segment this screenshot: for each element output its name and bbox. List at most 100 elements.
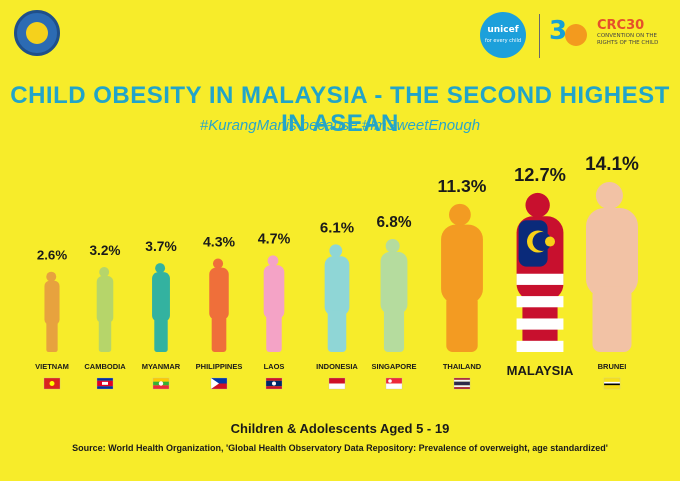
value-label: 4.3% bbox=[203, 233, 236, 249]
figure-laos bbox=[263, 255, 285, 352]
category-label: SINGAPORE bbox=[371, 362, 416, 371]
flag-band bbox=[153, 378, 169, 382]
crc30-logo: CRC30 CONVENTION ON THE RIGHTS OF THE CH… bbox=[597, 18, 667, 47]
figure-singapore bbox=[380, 238, 408, 352]
flag-band bbox=[454, 385, 470, 388]
flag-band bbox=[97, 378, 113, 381]
category-label: CAMBODIA bbox=[84, 362, 126, 371]
flag-cambodia-icon bbox=[96, 377, 114, 390]
chart-title: CHILD OBESITY IN MALAYSIA - THE SECOND H… bbox=[10, 82, 670, 137]
flag-band bbox=[454, 387, 470, 389]
flag-vietnam-icon bbox=[43, 377, 61, 390]
figure-body bbox=[96, 276, 114, 324]
figure-body bbox=[324, 256, 350, 316]
figure-legs bbox=[98, 319, 112, 352]
category-label: LAOS bbox=[264, 362, 285, 371]
figure-brunei bbox=[586, 182, 638, 352]
figure-malaysia bbox=[516, 192, 564, 352]
source-note: Source: World Health Organization, 'Glob… bbox=[72, 443, 608, 453]
flag-stripe bbox=[516, 273, 564, 285]
figure-body bbox=[44, 280, 60, 325]
unicef-logo: unicef for every child bbox=[480, 12, 530, 62]
figure-body bbox=[152, 272, 170, 322]
flag-band bbox=[329, 378, 345, 384]
unicef-name: unicef bbox=[487, 25, 519, 35]
flag-border bbox=[328, 377, 346, 390]
value-label: 6.8% bbox=[376, 214, 411, 231]
flag-band bbox=[454, 378, 470, 380]
figure-head bbox=[267, 255, 279, 267]
figure-vietnam bbox=[44, 271, 60, 352]
flag-band bbox=[386, 383, 402, 389]
logo-divider bbox=[539, 14, 540, 58]
unicef-circle: unicef for every child bbox=[480, 12, 526, 58]
figure-head bbox=[329, 244, 343, 258]
value-label: 12.7% bbox=[514, 164, 566, 185]
figure-head bbox=[99, 267, 110, 278]
flag-band bbox=[266, 386, 282, 389]
flag-border bbox=[603, 377, 621, 390]
flag-band bbox=[97, 386, 113, 389]
flag-border bbox=[96, 377, 114, 390]
anniversary-number: 3 bbox=[549, 16, 568, 46]
flag-band bbox=[153, 385, 169, 389]
figure-legs bbox=[154, 318, 168, 352]
flag-band bbox=[604, 381, 620, 384]
figure-body bbox=[263, 265, 285, 319]
figure-legs bbox=[592, 286, 632, 352]
figure-legs bbox=[383, 308, 405, 352]
figure-head bbox=[595, 182, 623, 210]
value-label: 6.1% bbox=[320, 219, 354, 236]
crescent-cut bbox=[532, 232, 552, 252]
x-axis-label: Children & Adolescents Aged 5 - 19 bbox=[230, 421, 450, 436]
figure-head bbox=[525, 192, 550, 218]
category-label: INDONESIA bbox=[316, 362, 358, 371]
flag-circle bbox=[272, 381, 276, 386]
flag-band bbox=[454, 379, 470, 382]
category-label: MALAYSIA bbox=[507, 363, 574, 378]
kurang-manis-logo bbox=[14, 10, 60, 56]
figure-head bbox=[212, 258, 224, 269]
chart-subtitle: #KurangManis because #ImSweetEnough bbox=[199, 117, 481, 134]
category-label: PHILIPPINES bbox=[196, 362, 243, 371]
flag-border bbox=[265, 377, 283, 390]
flag-border bbox=[453, 377, 471, 390]
logo-emblem-icon bbox=[26, 22, 48, 44]
crc30-subtitle: CONVENTION ON THE RIGHTS OF THE CHILD bbox=[597, 33, 659, 46]
category-label: VIETNAM bbox=[35, 362, 69, 371]
flag-border bbox=[210, 377, 228, 390]
figure-body bbox=[586, 208, 638, 298]
flag-band bbox=[266, 378, 282, 381]
flag-band bbox=[454, 381, 470, 386]
unicef-tagline: for every child bbox=[484, 38, 522, 44]
figure-cambodia bbox=[96, 267, 114, 352]
anniversary-30-logo: 3 bbox=[549, 14, 591, 58]
flag-laos-icon bbox=[265, 377, 283, 390]
flag-brunei-icon bbox=[603, 377, 621, 390]
flag-stripe bbox=[516, 318, 564, 330]
category-label: MYANMAR bbox=[142, 362, 181, 371]
flag-band bbox=[211, 383, 227, 389]
figure-body bbox=[441, 224, 483, 304]
category-label: BRUNEI bbox=[598, 362, 627, 371]
flag-triangle bbox=[211, 378, 219, 389]
category-label: THAILAND bbox=[443, 362, 482, 371]
flag-temple bbox=[102, 381, 108, 385]
flag-star bbox=[49, 381, 55, 386]
value-label: 3.7% bbox=[145, 239, 176, 254]
flag-band bbox=[211, 378, 227, 384]
flag-border bbox=[152, 377, 170, 390]
flag-band bbox=[329, 383, 345, 389]
figure-head bbox=[46, 271, 57, 282]
value-label: 14.1% bbox=[585, 154, 639, 175]
flag-singapore-icon bbox=[385, 377, 403, 390]
value-label: 11.3% bbox=[438, 176, 487, 196]
flag-band bbox=[386, 378, 402, 384]
value-label: 3.2% bbox=[90, 243, 121, 258]
figure-head bbox=[385, 238, 400, 253]
flag-indonesia-icon bbox=[328, 377, 346, 390]
value-label: 4.7% bbox=[258, 231, 291, 247]
crc30-title: CRC30 bbox=[597, 18, 645, 33]
figure-legs bbox=[46, 321, 58, 352]
